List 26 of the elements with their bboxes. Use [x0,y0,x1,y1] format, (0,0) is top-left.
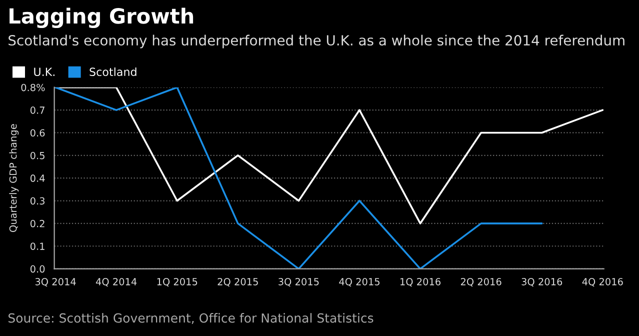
x-tick-label: 1Q 2015 [157,278,198,286]
x-tick-label: 2Q 2015 [218,278,258,286]
y-tick-label: 0.3 [30,197,45,205]
chart-subtitle: Scotland's economy has underperformed the U.K. as a whole since the 2014 referendum [8,34,624,48]
line-series [54,87,543,269]
y-tick-label: 0.0 [30,265,45,273]
x-tick-label: 3Q 2016 [522,278,562,286]
y-tick-label: 0.8% [21,84,45,92]
y-tick-label: 0.6 [30,129,45,137]
y-tick-label: 0.5 [30,152,44,160]
legend-label: Scotland [90,67,136,76]
x-tick-label: 3Q 2015 [278,278,319,286]
x-tick-label: 4Q 2016 [582,278,623,286]
source-note: Source: Scottish Government, Office for National Statistics [8,313,374,324]
x-tick-label: 1Q 2016 [400,278,440,286]
x-tick-label: 3Q 2014 [35,278,76,286]
y-tick-label: 0.2 [30,220,44,228]
x-tick-label: 2Q 2016 [460,278,502,286]
y-tick-label: 0.4 [30,174,45,182]
x-tick-label: 4Q 2014 [96,278,137,286]
y-tick-label: 0.7 [30,106,44,114]
legend-label: U.K. [34,68,54,76]
y-axis-title: Quarterly GDP change [9,124,19,232]
x-tick-label: 4Q 2015 [339,278,380,286]
y-tick-label: 0.1 [30,242,44,250]
chart-title: Lagging Growth [10,8,194,28]
